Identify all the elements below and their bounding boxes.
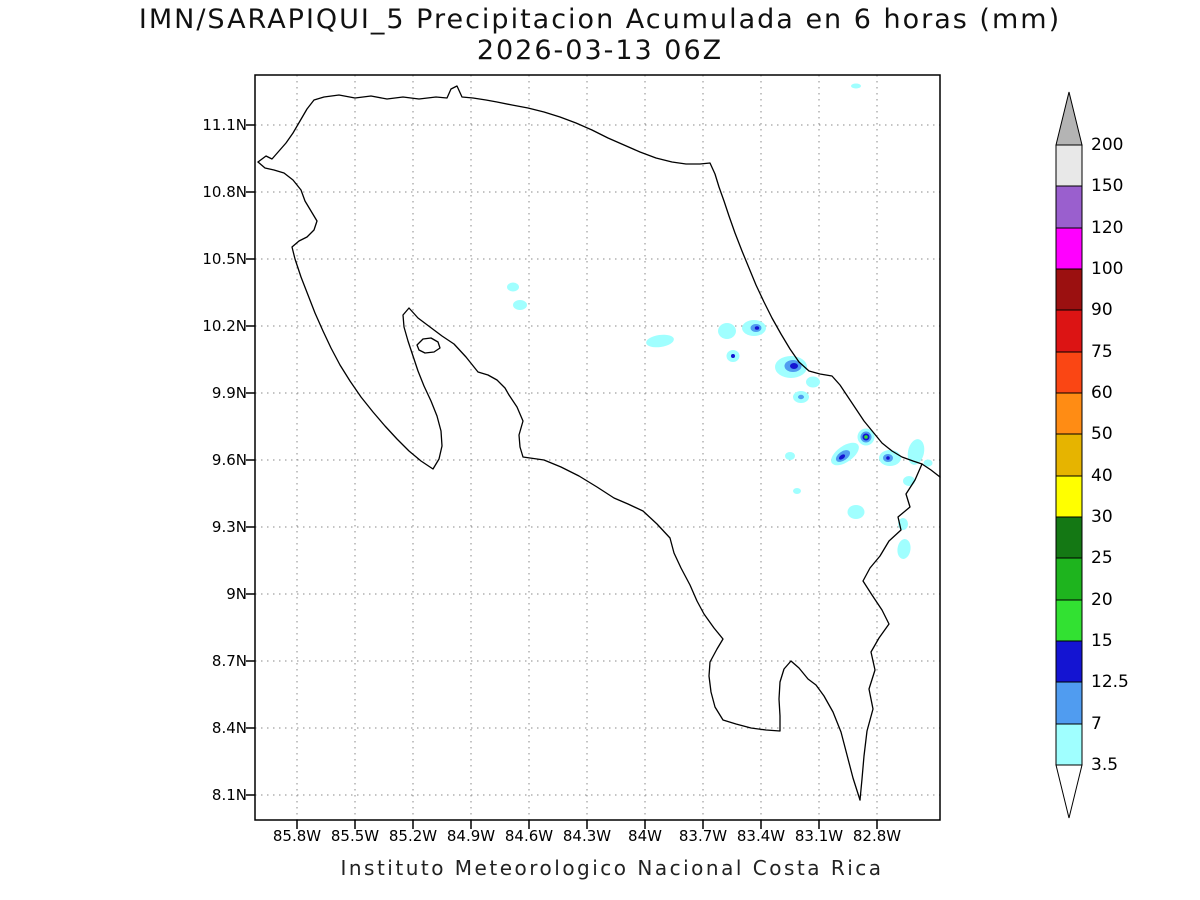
colorbar-cell — [1055, 681, 1083, 725]
colorbar-cell — [1055, 640, 1083, 683]
map-frame — [254, 74, 941, 821]
x-axis-label: 83.4W — [736, 827, 786, 845]
precip-cell — [718, 323, 736, 339]
x-axis-label: 83.7W — [678, 827, 728, 845]
colorbar-cell — [1055, 392, 1083, 435]
colorbar-label: 60 — [1091, 383, 1113, 403]
precip-cell — [646, 334, 674, 348]
attribution-footer: Instituto Meteorologico Nacional Costa R… — [340, 856, 884, 880]
y-axis-label: 10.2N — [202, 317, 247, 335]
colorbar-label: 200 — [1091, 135, 1124, 155]
colorbar-label: 100 — [1091, 259, 1124, 279]
x-axis-label: 84.9W — [446, 827, 496, 845]
precip-cell — [798, 394, 804, 400]
x-axis-label: 85.5W — [330, 827, 380, 845]
colorbar-label: 15 — [1091, 631, 1113, 651]
colorbar-label: 150 — [1091, 176, 1124, 196]
colorbar-cell — [1055, 475, 1083, 518]
coastline-pacific — [257, 161, 861, 801]
graticule-gridlines — [255, 75, 940, 820]
precip-cell — [903, 476, 915, 486]
colorbar-cell — [1055, 309, 1083, 353]
x-axis-label: 84.3W — [562, 827, 612, 845]
colorbar-cell — [1055, 144, 1083, 187]
precipitation-blobs — [507, 83, 933, 559]
precip-cell — [507, 282, 519, 292]
colorbar-cell — [1055, 185, 1083, 229]
coastline-costa-rica — [257, 85, 941, 801]
colorbar-label: 20 — [1091, 590, 1113, 610]
border-panama — [859, 463, 923, 801]
precip-cell — [886, 456, 890, 460]
colorbar-label: 50 — [1091, 424, 1113, 444]
colorbar-cell — [1055, 557, 1083, 601]
colorbar-cell — [1055, 433, 1083, 477]
colorbar-cell — [1055, 227, 1083, 270]
colorbar-label: 7 — [1091, 714, 1102, 734]
y-axis-label: 9.9N — [211, 384, 247, 402]
x-axis-label: 83.1W — [794, 827, 844, 845]
precip-cell — [806, 376, 820, 388]
y-axis-label: 9.6N — [211, 451, 247, 469]
y-axis-label: 11.1N — [202, 116, 247, 134]
precip-cell — [897, 539, 911, 559]
colorbar — [1055, 91, 1083, 819]
colorbar-label: 90 — [1091, 300, 1113, 320]
precip-cell — [790, 363, 798, 369]
colorbar-arrow-top — [1055, 91, 1083, 146]
colorbar-label: 3.5 — [1091, 755, 1119, 775]
y-axis-label: 8.1N — [211, 786, 247, 804]
plot-subtitle-datetime: 2026-03-13 06Z — [476, 35, 724, 66]
coastline-north-and-caribbean — [257, 85, 941, 478]
colorbar-cell — [1055, 723, 1083, 766]
precip-cell — [838, 454, 846, 460]
precip-cell — [754, 326, 760, 330]
y-axis-label: 10.5N — [202, 250, 247, 268]
y-axis-label: 8.4N — [211, 719, 247, 737]
precip-cell — [793, 488, 801, 494]
precip-cell — [731, 354, 735, 358]
colorbar-cell — [1055, 599, 1083, 642]
precip-cell — [923, 459, 933, 467]
precip-cell — [847, 505, 865, 519]
x-axis-label: 85.8W — [272, 827, 322, 845]
y-axis-label: 10.8N — [202, 183, 247, 201]
colorbar-label: 12.5 — [1091, 672, 1129, 692]
y-axis-label: 9N — [226, 585, 247, 603]
island-chira — [416, 337, 441, 354]
colorbar-label: 75 — [1091, 342, 1113, 362]
x-axis-label: 85.2W — [388, 827, 438, 845]
colorbar-cell — [1055, 351, 1083, 394]
precip-cell — [907, 439, 925, 465]
x-axis-label: 84.6W — [504, 827, 554, 845]
precip-cell — [864, 435, 868, 439]
colorbar-label: 25 — [1091, 548, 1113, 568]
colorbar-label: 40 — [1091, 466, 1113, 486]
precip-cell — [513, 300, 527, 310]
x-axis-label: 84W — [628, 827, 662, 845]
x-axis-label: 82.8W — [852, 827, 902, 845]
colorbar-label: 120 — [1091, 218, 1124, 238]
colorbar-cell — [1055, 516, 1083, 559]
colorbar-cell — [1055, 268, 1083, 311]
y-axis-label: 8.7N — [211, 652, 247, 670]
plot-title: IMN/SARAPIQUI_5 Precipitacion Acumulada … — [138, 4, 1062, 35]
precip-cell — [851, 83, 861, 89]
precip-cell — [785, 452, 795, 460]
colorbar-label: 30 — [1091, 507, 1113, 527]
colorbar-arrow-bottom — [1055, 764, 1083, 819]
axis-tick-marks — [246, 124, 878, 829]
y-axis-label: 9.3N — [211, 518, 247, 536]
